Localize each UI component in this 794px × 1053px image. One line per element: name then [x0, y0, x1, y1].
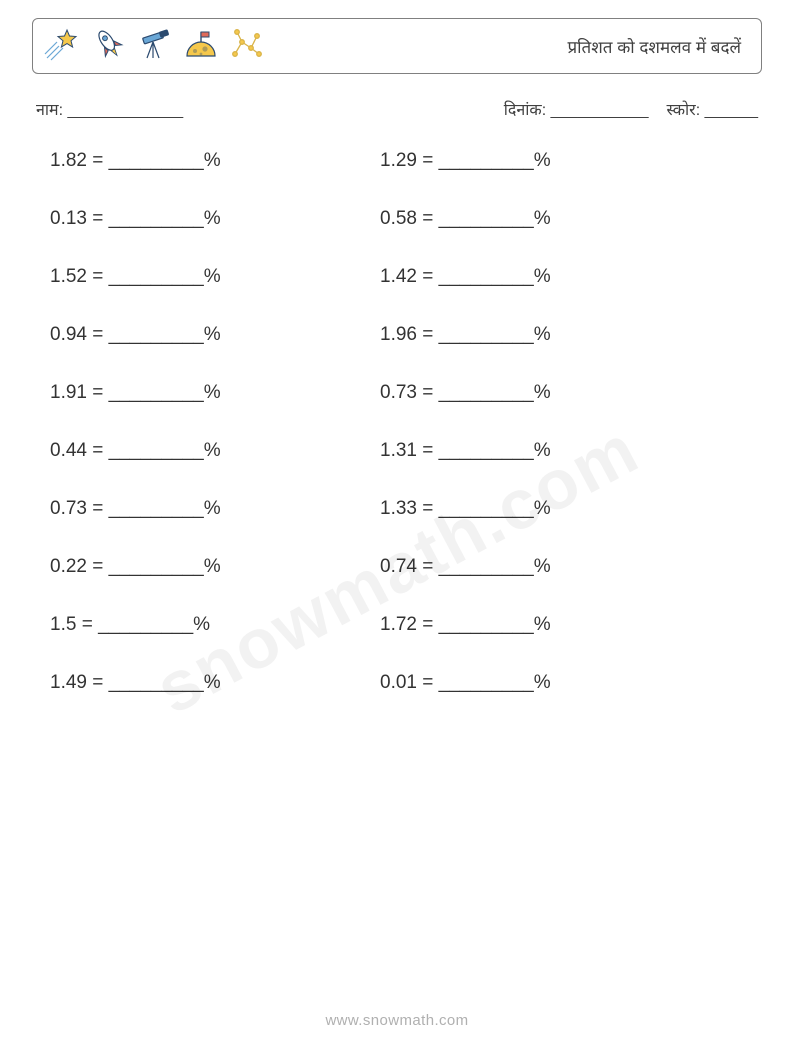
problem-cell: 1.49 = _________% [50, 672, 370, 694]
worksheet-page: प्रतिशत को दशमलव में बदलें नाम: ________… [0, 0, 794, 1053]
problem-cell: 0.01 = _________% [380, 672, 700, 694]
date-blank: ___________ [546, 102, 648, 119]
footer-link: www.snowmath.com [0, 1012, 794, 1029]
meta-row: नाम: _____________ दिनांक: ___________ स… [32, 98, 762, 120]
problem-cell: 1.82 = _________% [50, 150, 370, 172]
problem-cell: 1.5 = _________% [50, 614, 370, 636]
problem-cell: 1.72 = _________% [380, 614, 700, 636]
problem-cell: 1.96 = _________% [380, 324, 700, 346]
header-icons [43, 24, 267, 69]
name-field: नाम: _____________ [36, 98, 183, 120]
rocket-icon [89, 24, 129, 69]
problem-cell: 0.13 = _________% [50, 208, 370, 230]
problem-cell: 0.22 = _________% [50, 556, 370, 578]
shooting-star-icon [43, 24, 83, 69]
score-field: स्कोर: ______ [667, 98, 759, 120]
problem-cell: 0.74 = _________% [380, 556, 700, 578]
problems-grid: 1.82 = _________% 1.29 = _________% 0.13 =… [32, 150, 762, 694]
moon-lander-icon [181, 24, 221, 69]
constellation-icon [227, 24, 267, 69]
problem-cell: 0.44 = _________% [50, 440, 370, 462]
name-label: नाम: [36, 102, 63, 119]
problem-cell: 0.73 = _________% [380, 382, 700, 404]
problem-cell: 0.94 = _________% [50, 324, 370, 346]
score-blank: ______ [700, 102, 758, 119]
date-field: दिनांक: ___________ [504, 98, 649, 120]
problem-cell: 1.52 = _________% [50, 266, 370, 288]
problem-cell: 0.73 = _________% [50, 498, 370, 520]
header-box: प्रतिशत को दशमलव में बदलें [32, 18, 762, 74]
problem-cell: 1.29 = _________% [380, 150, 700, 172]
problem-cell: 1.33 = _________% [380, 498, 700, 520]
problem-cell: 1.31 = _________% [380, 440, 700, 462]
telescope-icon [135, 24, 175, 69]
date-label: दिनांक: [504, 102, 546, 119]
problem-cell: 1.91 = _________% [50, 382, 370, 404]
problem-cell: 1.42 = _________% [380, 266, 700, 288]
score-label: स्कोर: [667, 102, 701, 119]
worksheet-title: प्रतिशत को दशमलव में बदलें [567, 35, 741, 58]
name-blank: _____________ [63, 102, 183, 119]
problem-cell: 0.58 = _________% [380, 208, 700, 230]
